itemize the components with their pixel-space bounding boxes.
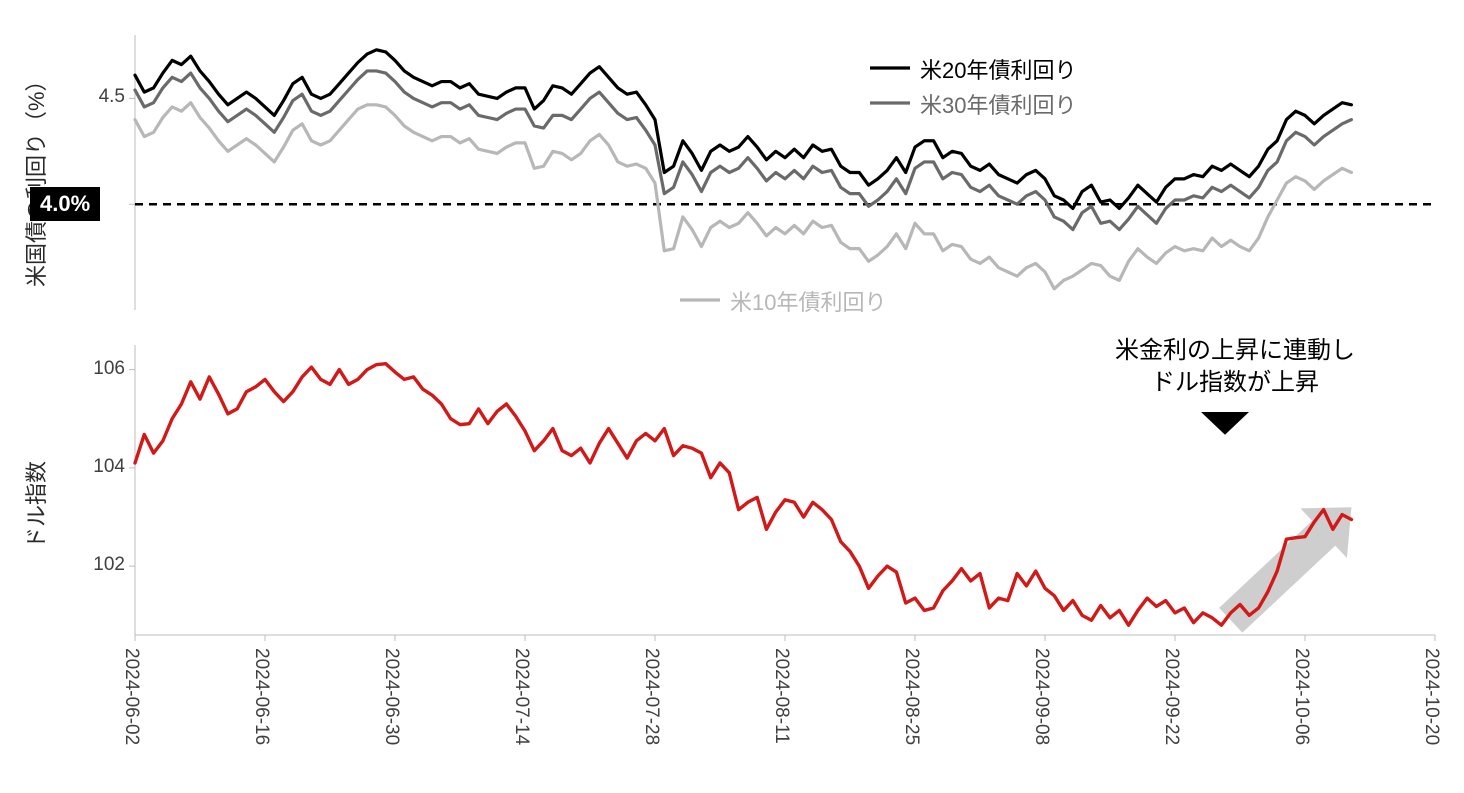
panel1-ytick: 4.5 xyxy=(80,86,125,108)
panel2-ytick: 104 xyxy=(80,456,125,478)
xtick: 2024-10-20 xyxy=(1420,648,1442,745)
panel2-ylabel: ドル指数 xyxy=(19,439,51,549)
xtick: 2024-06-30 xyxy=(380,648,402,745)
xtick: 2024-07-14 xyxy=(510,648,532,745)
reference-line-label: 4.0% xyxy=(30,187,100,221)
chart-container: 米国債の利回り（%） ドル指数 4.0% 米金利の上昇に連動しドル指数が上昇 4… xyxy=(0,0,1464,793)
legend-y30: 米30年債利回り xyxy=(920,88,1076,120)
xtick: 2024-09-22 xyxy=(1160,648,1182,745)
panel2-ytick: 106 xyxy=(80,358,125,380)
xtick: 2024-06-16 xyxy=(250,648,272,745)
annotation-text: 米金利の上昇に連動しドル指数が上昇 xyxy=(1115,335,1355,400)
xtick: 2024-10-06 xyxy=(1290,648,1312,745)
xtick: 2024-06-02 xyxy=(120,648,142,745)
xtick: 2024-08-11 xyxy=(770,648,792,744)
panel2-ytick: 102 xyxy=(80,554,125,576)
legend-y10: 米10年債利回り xyxy=(730,285,886,317)
panel1-ylabel: 米国債の利回り（%） xyxy=(19,67,51,287)
xtick: 2024-09-08 xyxy=(1030,648,1052,745)
legend-y20: 米20年債利回り xyxy=(920,53,1076,85)
xtick: 2024-07-28 xyxy=(640,648,662,745)
xtick: 2024-08-25 xyxy=(900,648,922,745)
